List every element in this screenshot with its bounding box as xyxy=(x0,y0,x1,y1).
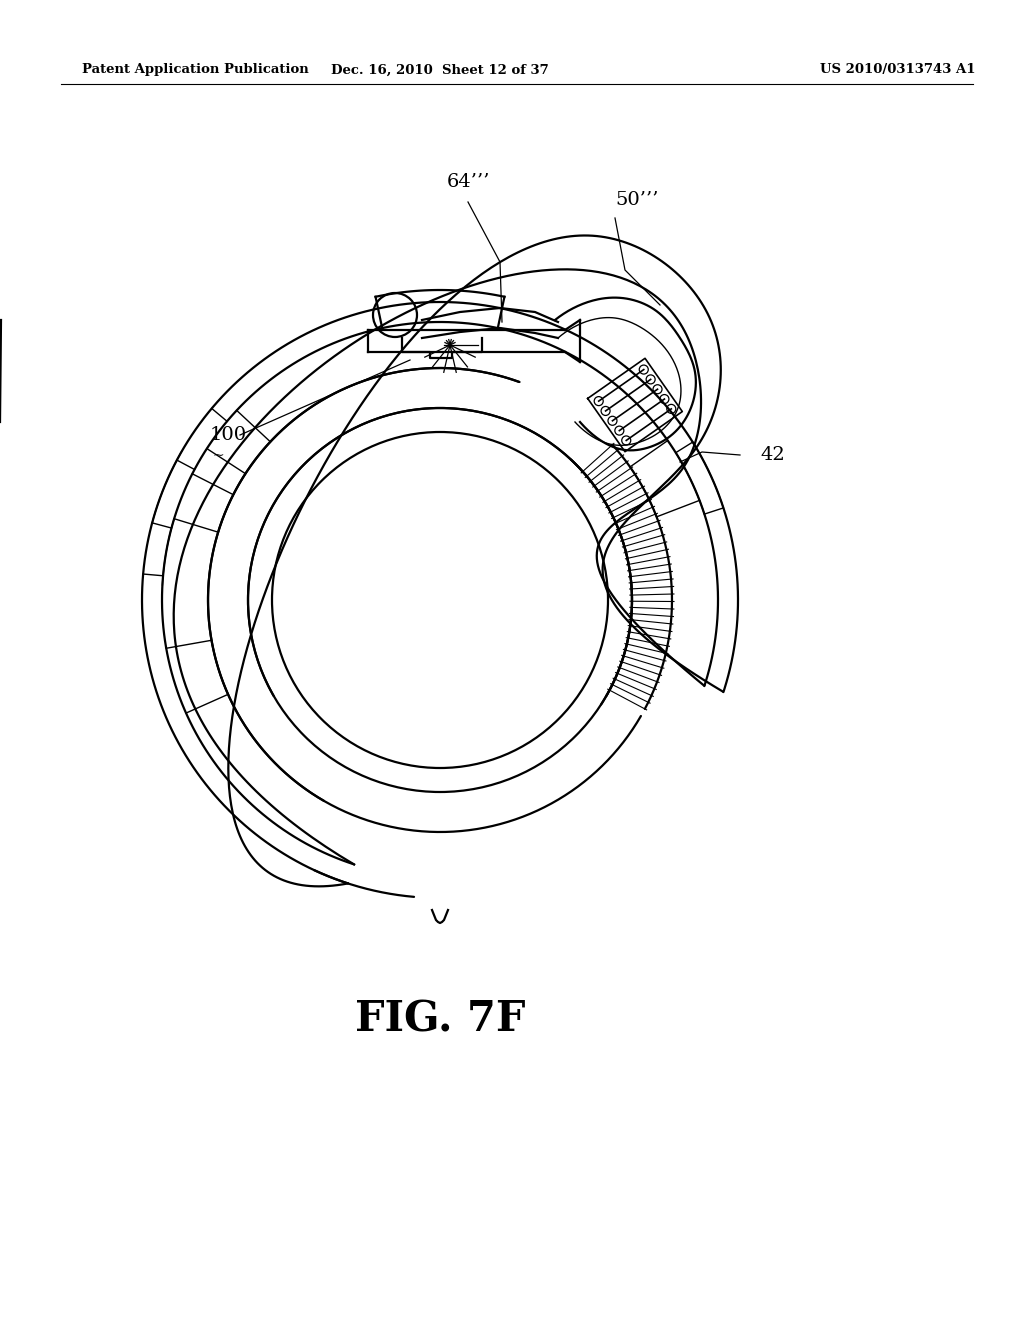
Text: Patent Application Publication: Patent Application Publication xyxy=(82,63,309,77)
Text: Dec. 16, 2010  Sheet 12 of 37: Dec. 16, 2010 Sheet 12 of 37 xyxy=(331,63,549,77)
Text: US 2010/0313743 A1: US 2010/0313743 A1 xyxy=(820,63,976,77)
Text: 42: 42 xyxy=(760,446,784,465)
Text: 100: 100 xyxy=(210,426,247,444)
Text: 50’’’: 50’’’ xyxy=(615,191,658,209)
Text: FIG. 7F: FIG. 7F xyxy=(354,999,525,1041)
Text: 64’’’: 64’’’ xyxy=(446,173,489,191)
Text: ~: ~ xyxy=(212,449,223,463)
